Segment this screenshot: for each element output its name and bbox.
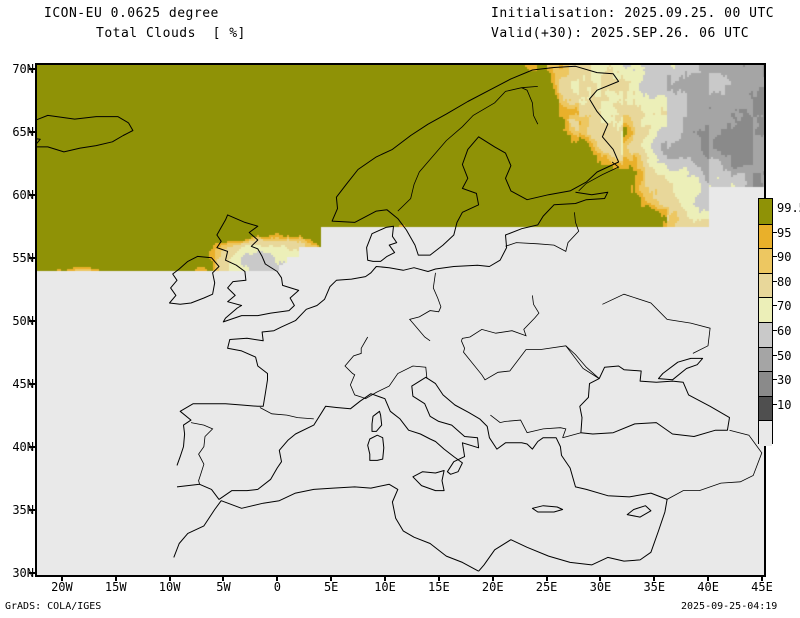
lon-tick-label: 5E (323, 580, 339, 594)
lat-tick-mark (29, 383, 35, 386)
lat-tick-label: 65N (12, 125, 34, 140)
colorbar-separator (759, 371, 772, 373)
lat-tick-label: 40N (12, 440, 34, 455)
lon-tick-label: 45E (751, 580, 773, 594)
lat-tick-label: 70N (12, 62, 34, 77)
colorbar-tick-mark (772, 280, 777, 282)
colorbar-tick-label: 95 (777, 225, 792, 240)
lon-tick-label: 30E (589, 580, 612, 594)
lat-tick-mark (29, 509, 35, 512)
lon-tick-label: 20E (481, 580, 504, 594)
colorbar-tick-label: 10 (777, 397, 792, 412)
model-title: ICON-EU 0.0625 degree (44, 6, 219, 21)
lat-tick-label: 60N (12, 188, 34, 203)
lon-tick-mark (545, 575, 548, 581)
initialisation-label: Initialisation: 2025.09.25. 00 UTC (491, 6, 775, 21)
lon-tick-label: 10W (158, 580, 181, 594)
colorbar-tick-mark (772, 330, 777, 331)
lat-tick-mark (29, 320, 35, 323)
colorbar-tick-label: 80 (777, 274, 792, 289)
colorbar-tick-label: 60 (777, 324, 792, 338)
colorbar-band (759, 322, 772, 348)
lat-tick-label: 30N (12, 566, 34, 580)
colorbar-band (759, 248, 772, 274)
lon-tick-label: 0 (273, 580, 281, 594)
colorbar-tick-mark (772, 231, 777, 233)
valid-time-label: Valid(+30): 2025.SEP.26. 06 UTC (491, 26, 750, 41)
lat-tick-mark (29, 257, 35, 260)
lon-tick-mark (761, 575, 763, 581)
lat-tick-label: 35N (12, 503, 34, 518)
colorbar (758, 198, 773, 446)
colorbar-tick-mark (772, 379, 777, 381)
colorbar-separator (759, 248, 772, 250)
colorbar-separator (759, 272, 772, 274)
lat-tick-mark (29, 68, 35, 71)
lat-tick-mark (29, 446, 35, 449)
lon-tick-mark (168, 575, 171, 581)
colorbar-band (759, 223, 772, 249)
colorbar-separator (759, 395, 772, 397)
lon-tick-label: 40E (697, 580, 719, 594)
map-plot-area (35, 63, 766, 577)
colorbar-band (759, 346, 772, 372)
colorbar-separator (759, 297, 772, 299)
lon-tick-mark (707, 575, 710, 581)
cloud-cover-raster (37, 65, 764, 575)
lon-tick-label: 20W (51, 580, 73, 594)
colorbar-tick-label: 70 (777, 299, 792, 314)
lon-tick-label: 35E (643, 580, 666, 594)
lat-tick-label: 50N (12, 314, 34, 329)
colorbar-tick-label: 90 (777, 250, 792, 265)
colorbar-band (759, 199, 772, 225)
lon-tick-label: 5W (216, 580, 231, 594)
lon-tick-mark (491, 575, 494, 581)
colorbar-separator (759, 346, 772, 348)
lon-tick-label: 15W (104, 580, 127, 594)
render-timestamp: 2025-09-25-04:19 (681, 601, 778, 612)
grads-credit: GrADS: COLA/IGES (5, 601, 102, 612)
lat-tick-label: 45N (12, 377, 34, 392)
lon-tick-mark (60, 575, 63, 581)
colorbar-tick-label: 99.5 (777, 201, 800, 215)
lon-tick-mark (114, 575, 117, 581)
lat-tick-label: 55N (12, 251, 34, 266)
colorbar-separator (759, 420, 772, 422)
lon-tick-mark (599, 575, 602, 581)
field-title: Total Clouds [ %] (96, 26, 246, 41)
colorbar-band (759, 297, 772, 323)
lon-tick-mark (276, 575, 279, 581)
lon-tick-mark (330, 575, 333, 581)
colorbar-separator (759, 223, 772, 225)
colorbar-band (759, 272, 772, 298)
colorbar-tick-mark (772, 403, 777, 405)
colorbar-band (759, 371, 772, 397)
colorbar-tick-label: 50 (777, 348, 792, 363)
lon-tick-label: 25E (535, 580, 558, 594)
lon-tick-mark (222, 575, 225, 581)
colorbar-tick-mark (772, 354, 777, 356)
colorbar-tick-label: 30 (777, 373, 792, 388)
lon-tick-mark (437, 575, 440, 581)
lat-tick-mark (29, 131, 35, 134)
colorbar-band (759, 420, 772, 446)
lon-tick-label: 15E (428, 580, 450, 594)
colorbar-separator (759, 322, 772, 323)
lon-tick-label: 10E (374, 580, 396, 594)
lon-tick-mark (384, 575, 387, 581)
colorbar-tick-mark (772, 305, 777, 307)
lat-tick-mark (29, 572, 35, 574)
lon-tick-mark (653, 575, 656, 581)
colorbar-tick-mark (772, 256, 777, 258)
lat-tick-mark (29, 194, 35, 197)
colorbar-band (759, 395, 772, 421)
